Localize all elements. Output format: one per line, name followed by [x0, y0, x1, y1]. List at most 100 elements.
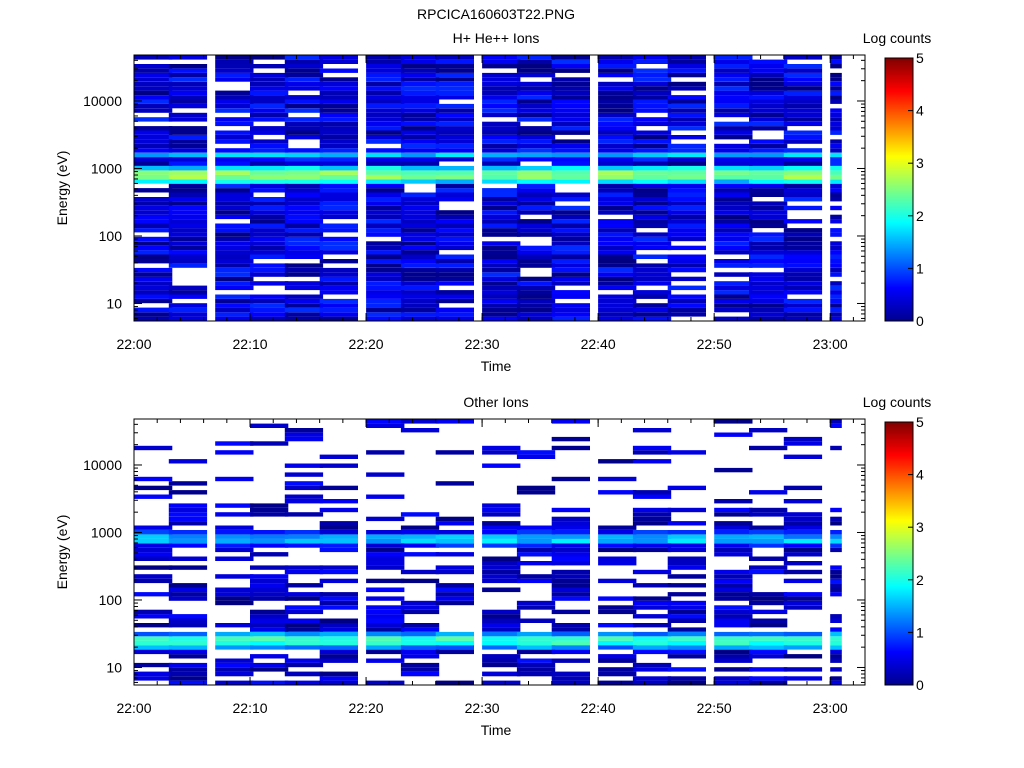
- heatmap-cell: [667, 485, 706, 491]
- heatmap-cell: [714, 605, 753, 610]
- heatmap-cell: [319, 316, 358, 321]
- heatmap-cell: [168, 55, 208, 60]
- heatmap-cell: [516, 312, 556, 317]
- heatmap-cell: [830, 161, 842, 166]
- heatmap-cell: [749, 103, 788, 109]
- heatmap-cell: [749, 680, 788, 685]
- heatmap-cell: [366, 556, 405, 561]
- heatmap-cell: [551, 95, 590, 100]
- x-tick-label: 22:50: [697, 700, 732, 716]
- heatmap-cell: [632, 290, 672, 295]
- heatmap-cell: [783, 183, 823, 189]
- heatmap-cell: [284, 307, 324, 313]
- heatmap-cell: [714, 592, 753, 597]
- heatmap-cell: [400, 59, 440, 64]
- heatmap-cell: [598, 143, 637, 149]
- heatmap-cell: [749, 649, 788, 655]
- heatmap-cell: [284, 214, 324, 220]
- heatmap-cell: [598, 259, 637, 264]
- heatmap-cell: [250, 254, 289, 259]
- heatmap-cell: [714, 245, 753, 251]
- heatmap-cell: [551, 108, 590, 113]
- heatmap-cell: [400, 108, 440, 113]
- heatmap-cell: [284, 627, 324, 632]
- heatmap-cell: [366, 623, 405, 628]
- heatmap-cell: [168, 161, 208, 166]
- heatmap-cell: [749, 183, 788, 189]
- heatmap-cell: [830, 592, 842, 597]
- heatmap-cell: [319, 259, 358, 264]
- heatmap-cell: [250, 583, 289, 588]
- heatmap-cell: [783, 174, 823, 180]
- heatmap-cell: [749, 95, 788, 100]
- heatmap-cell: [516, 254, 556, 259]
- heatmap-cell: [551, 609, 590, 615]
- heatmap-cell: [516, 658, 556, 663]
- heatmap-cell: [168, 254, 208, 259]
- heatmap-cell: [400, 152, 440, 158]
- heatmap-cell: [400, 605, 440, 610]
- heatmap-cell: [667, 649, 706, 655]
- heatmap-cell: [400, 578, 440, 584]
- heatmap-cell: [714, 507, 753, 513]
- heatmap-cell: [714, 201, 753, 206]
- heatmap-cell: [250, 223, 289, 229]
- heatmap-cell: [134, 223, 173, 229]
- heatmap-cell: [215, 192, 254, 197]
- heatmap-cell: [482, 654, 521, 659]
- heatmap-cell: [749, 241, 788, 246]
- x-tick-label: 22:40: [581, 336, 616, 352]
- heatmap-cell: [319, 228, 358, 233]
- heatmap-cell: [830, 90, 842, 95]
- heatmap-cell: [435, 450, 474, 455]
- heatmap-cell: [400, 219, 440, 224]
- heatmap-cell: [435, 90, 474, 95]
- heatmap-cell: [714, 99, 753, 104]
- heatmap-cell: [516, 64, 556, 69]
- heatmap-cell: [284, 117, 324, 122]
- heatmap-cell: [250, 139, 289, 144]
- heatmap-cell: [830, 676, 842, 681]
- heatmap-cell: [749, 86, 788, 91]
- heatmap-cell: [366, 130, 405, 135]
- heatmap-cell: [435, 419, 474, 424]
- y-tick-label: 1000: [91, 160, 122, 176]
- heatmap-cell: [482, 267, 521, 273]
- heatmap-cell: [516, 166, 556, 171]
- heatmap-cell: [516, 552, 556, 557]
- heatmap-cell: [168, 614, 208, 619]
- heatmap-cell: [749, 569, 788, 575]
- heatmap-cell: [516, 281, 556, 286]
- heatmap-cell: [632, 614, 672, 619]
- heatmap-cell: [400, 68, 440, 73]
- heatmap-cell: [783, 157, 823, 162]
- heatmap-cell: [667, 197, 706, 202]
- heatmap-cell: [632, 254, 672, 259]
- panel-title: Other Ions: [463, 394, 528, 410]
- heatmap-cell: [714, 676, 753, 681]
- heatmap-cell: [598, 170, 637, 175]
- x-tick-label: 22:30: [465, 336, 500, 352]
- heatmap-cell: [482, 197, 521, 202]
- heatmap-cell: [215, 77, 254, 82]
- heatmap-cell: [400, 600, 440, 606]
- heatmap-cell: [632, 547, 672, 553]
- x-tick-label: 22:00: [116, 700, 151, 716]
- colorbar-tick-label: 0: [916, 313, 924, 329]
- heatmap-cell: [714, 157, 753, 162]
- heatmap-cell: [284, 512, 324, 517]
- heatmap-cell: [319, 680, 358, 685]
- x-axis-label: Time: [481, 358, 512, 374]
- heatmap-cell: [168, 521, 208, 526]
- heatmap-cell: [482, 205, 521, 211]
- heatmap-cell: [783, 197, 823, 202]
- heatmap-cell: [435, 481, 474, 486]
- heatmap-cell: [435, 214, 474, 220]
- heatmap-cell: [250, 117, 289, 122]
- heatmap-cell: [400, 263, 440, 268]
- heatmap-cell: [134, 312, 173, 317]
- heatmap-cell: [250, 232, 289, 237]
- heatmap-cell: [667, 605, 706, 610]
- heatmap-cell: [168, 130, 208, 135]
- heatmap-cell: [598, 228, 637, 233]
